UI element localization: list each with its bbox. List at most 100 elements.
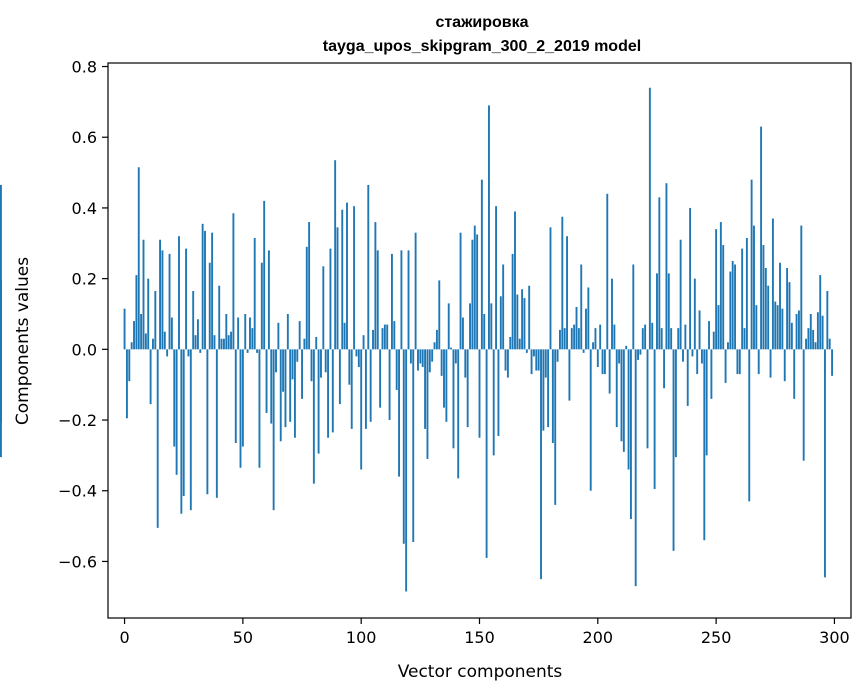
- bar: [338, 349, 341, 405]
- bar: [483, 313, 486, 350]
- bar: [267, 250, 270, 350]
- bar: [532, 349, 535, 357]
- bar: [573, 324, 576, 350]
- bar: [719, 222, 722, 350]
- bar: [679, 239, 682, 350]
- bar: [760, 126, 763, 350]
- bar: [232, 213, 235, 350]
- bar: [163, 331, 166, 350]
- bar: [821, 315, 824, 350]
- bar: [667, 273, 670, 350]
- bar: [795, 313, 798, 350]
- x-tick-label: 300: [819, 628, 850, 647]
- bar: [715, 229, 718, 350]
- bar: [653, 349, 656, 489]
- bar: [364, 349, 367, 429]
- bar: [663, 349, 666, 389]
- bar: [480, 179, 483, 350]
- bar: [156, 349, 159, 528]
- bar: [722, 245, 725, 350]
- bar: [457, 349, 460, 479]
- bar: [260, 262, 263, 350]
- y-tick-label: 0.0: [72, 340, 97, 359]
- bar: [213, 335, 216, 350]
- bar: [608, 349, 611, 394]
- bar: [289, 349, 292, 422]
- bar: [435, 329, 438, 350]
- bar: [767, 285, 770, 350]
- bar: [575, 306, 578, 350]
- bar: [170, 317, 173, 350]
- bar: [641, 328, 644, 350]
- bar: [350, 349, 353, 429]
- bar: [644, 324, 647, 350]
- bar: [549, 227, 552, 350]
- bar: [717, 305, 720, 350]
- bar: [204, 230, 206, 350]
- bar: [753, 225, 755, 350]
- bar: [485, 349, 488, 558]
- bar: [781, 308, 784, 350]
- bar: [738, 349, 741, 375]
- bar: [585, 308, 587, 350]
- bar: [253, 237, 256, 350]
- bar: [599, 324, 602, 350]
- bar: [499, 296, 502, 350]
- bar: [182, 349, 185, 497]
- bar: [686, 349, 689, 406]
- bar: [734, 264, 736, 350]
- bar: [674, 349, 677, 458]
- bar: [412, 349, 415, 542]
- y-tick-label: −0.4: [58, 482, 97, 501]
- x-axis: 0 50 100 150 200 250 300: [119, 618, 850, 647]
- bar: [185, 248, 188, 350]
- bar: [521, 289, 524, 350]
- bar: [0, 349, 2, 458]
- plot-area-frame: [107, 62, 852, 619]
- bar: [383, 324, 386, 350]
- bar: [712, 331, 715, 350]
- bar: [559, 329, 561, 350]
- bar: [800, 225, 803, 350]
- bar: [239, 349, 242, 468]
- x-tick-label: 100: [346, 628, 377, 647]
- bar: [405, 349, 408, 592]
- bar: [634, 349, 637, 587]
- bar: [670, 328, 673, 350]
- bar: [241, 349, 244, 447]
- bar: [601, 349, 604, 375]
- chart-subtitle: tayga_upos_skipgram_300_2_2019 model: [323, 38, 641, 55]
- bar: [554, 349, 557, 505]
- bar: [286, 313, 289, 350]
- bar: [537, 349, 540, 371]
- bar: [256, 349, 259, 353]
- bar: [279, 349, 282, 442]
- bar: [211, 232, 214, 350]
- bar: [246, 349, 249, 353]
- bar: [398, 349, 400, 477]
- bar: [433, 342, 436, 350]
- bar: [762, 245, 765, 350]
- bar: [388, 349, 391, 421]
- bar: [492, 349, 495, 456]
- bar: [376, 250, 379, 350]
- bar: [568, 349, 571, 401]
- bar: [563, 328, 566, 350]
- bar: [142, 239, 145, 350]
- bar: [426, 349, 429, 459]
- bar: [293, 349, 296, 438]
- bar: [346, 202, 348, 350]
- bar: [523, 298, 526, 350]
- bar: [374, 222, 377, 350]
- bar: [428, 349, 431, 373]
- bar-series: [0, 87, 834, 592]
- bar: [417, 349, 419, 371]
- bar: [400, 250, 403, 350]
- bar: [743, 328, 746, 350]
- bar: [270, 349, 273, 424]
- bar: [166, 349, 169, 357]
- bar: [660, 328, 663, 350]
- bar: [421, 349, 424, 368]
- bar: [244, 313, 247, 350]
